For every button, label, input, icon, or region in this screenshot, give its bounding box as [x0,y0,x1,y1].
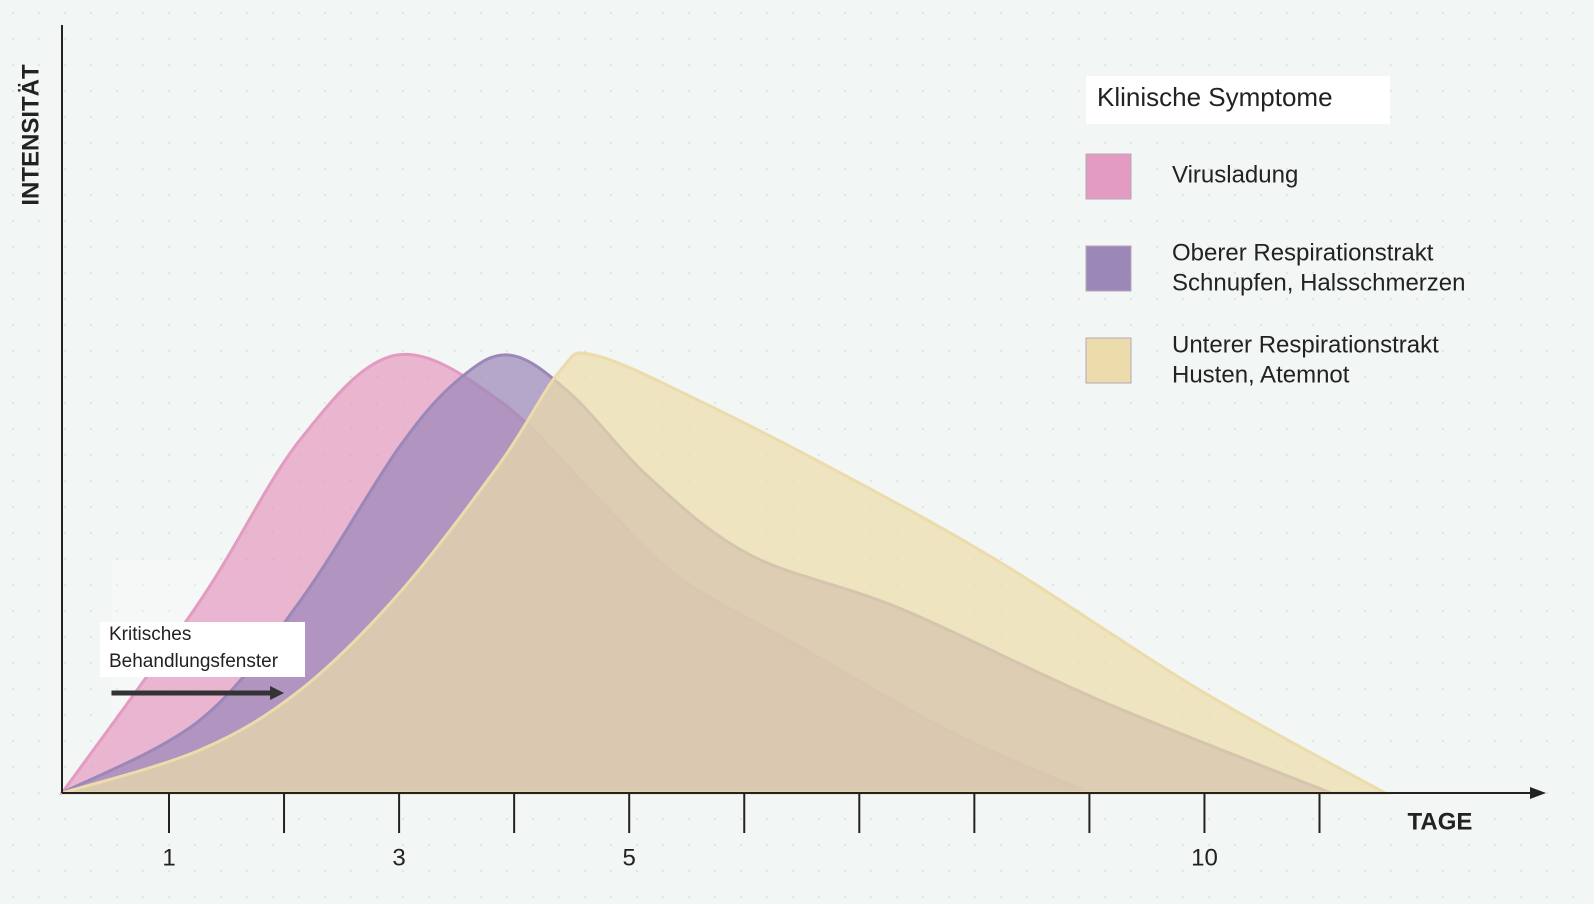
legend-label: Unterer Respirationstrakt [1172,331,1439,358]
x-tick-label: 1 [162,844,175,871]
x-tick-label: 10 [1191,844,1218,871]
legend-swatch [1085,337,1132,384]
legend-label: Oberer Respirationstrakt [1172,239,1434,266]
legend-label: Virusladung [1172,161,1298,188]
legend-swatch [1085,245,1132,292]
annotation-arrowhead [270,686,285,700]
x-axis-arrow [1530,787,1546,799]
annotation-text: Behandlungsfenster [109,651,279,672]
y-axis-label: INTENSITÄT [17,64,44,206]
legend-title: Klinische Symptome [1097,82,1333,112]
annotation-box [100,622,305,677]
legend-description: Husten, Atemnot [1172,361,1350,388]
legend-title-box [1086,76,1390,124]
legend-description: Schnupfen, Halsschmerzen [1172,269,1465,296]
annotation-text: Kritisches [109,624,191,645]
x-tick-label: 5 [623,844,636,871]
legend-swatch [1085,153,1132,200]
x-tick-label: 3 [392,844,405,871]
area [61,351,1391,795]
x-axis-label: TAGE [1408,808,1473,835]
areas [59,351,1391,795]
